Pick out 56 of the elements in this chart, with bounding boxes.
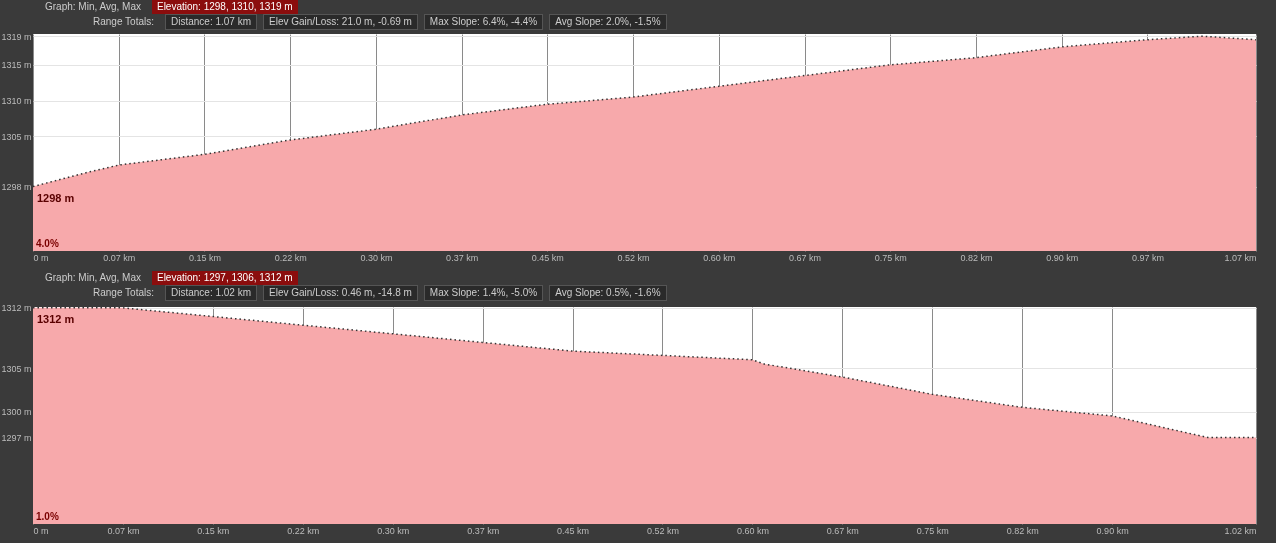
- y-tick-label: 1297 m: [1, 433, 32, 444]
- x-tick-label: 0.45 km: [557, 525, 590, 536]
- text: Range Totals:: [92, 286, 155, 300]
- x-tick-label: 0.37 km: [446, 252, 479, 263]
- x-tick-label: 0.52 km: [617, 252, 650, 263]
- annotation: 1312 m: [37, 312, 75, 325]
- y-tick-label: 1319 m: [1, 31, 32, 42]
- x-tick-label: 0.67 km: [789, 252, 822, 263]
- x-tick-label: 0.30 km: [360, 252, 393, 263]
- x-tick-label: 0.82 km: [960, 252, 993, 263]
- y-tick-label: 1312 m: [1, 303, 32, 314]
- x-tick-label: 0.52 km: [646, 525, 679, 536]
- x-tick-label: 0.37 km: [467, 525, 500, 536]
- text: Elev Gain/Loss: 21.0 m, -0.69 m: [263, 14, 418, 30]
- x-tick-label: 0.90 km: [1096, 525, 1129, 536]
- text: Range Totals:: [92, 15, 155, 29]
- x-tick-label: 0.07 km: [107, 525, 140, 536]
- x-tick-label: 0.82 km: [1006, 525, 1039, 536]
- text: Distance: 1.07 km: [164, 14, 258, 30]
- x-tick-label: 0.67 km: [826, 525, 859, 536]
- annotation: 1298 m: [37, 191, 75, 204]
- y-tick-label: 1315 m: [1, 60, 32, 71]
- x-tick-label: 0.07 km: [103, 252, 136, 263]
- x-tick-label: 0.15 km: [197, 525, 230, 536]
- x-tick-label: 0.60 km: [736, 525, 769, 536]
- annotation: 4.0%: [36, 238, 59, 249]
- y-tick-label: 1298 m: [1, 182, 32, 193]
- text: Elevation: 1298, 1310, 1319 m: [151, 0, 298, 14]
- y-tick-label: 1305 m: [1, 363, 32, 374]
- x-tick-label: 0.30 km: [377, 525, 410, 536]
- text: Max Slope: 1.4%, -5.0%: [423, 285, 544, 301]
- x-tick-label: 0.90 km: [1046, 252, 1079, 263]
- x-tick-label: 0.75 km: [874, 252, 907, 263]
- x-tick-label: 0 m: [33, 252, 49, 263]
- y-tick-label: 1300 m: [1, 407, 32, 418]
- text: Graph: Min, Avg, Max: [44, 271, 142, 285]
- text: Elevation: 1297, 1306, 1312 m: [151, 271, 298, 285]
- x-tick-label: 1.07 km: [1224, 252, 1257, 263]
- text: Elev Gain/Loss: 0.46 m, -14.8 m: [263, 285, 418, 301]
- x-tick-label: 0.22 km: [287, 525, 320, 536]
- x-tick-label: 1.02 km: [1224, 525, 1257, 536]
- text: Avg Slope: 0.5%, -1.6%: [549, 285, 667, 301]
- x-tick-label: 0.97 km: [1131, 252, 1164, 263]
- x-tick-label: 0 m: [33, 525, 49, 536]
- annotation: 1.0%: [36, 511, 59, 522]
- text: Max Slope: 6.4%, -4.4%: [423, 14, 544, 30]
- y-tick-label: 1305 m: [1, 131, 32, 142]
- x-tick-label: 0.45 km: [531, 252, 564, 263]
- x-tick-label: 0.22 km: [274, 252, 307, 263]
- x-tick-label: 0.60 km: [703, 252, 736, 263]
- text: Graph: Min, Avg, Max: [44, 0, 142, 14]
- text: Distance: 1.02 km: [164, 285, 258, 301]
- y-tick-label: 1310 m: [1, 96, 32, 107]
- text: Avg Slope: 2.0%, -1.5%: [549, 14, 667, 30]
- x-tick-label: 0.75 km: [916, 525, 949, 536]
- x-tick-label: 0.15 km: [188, 252, 221, 263]
